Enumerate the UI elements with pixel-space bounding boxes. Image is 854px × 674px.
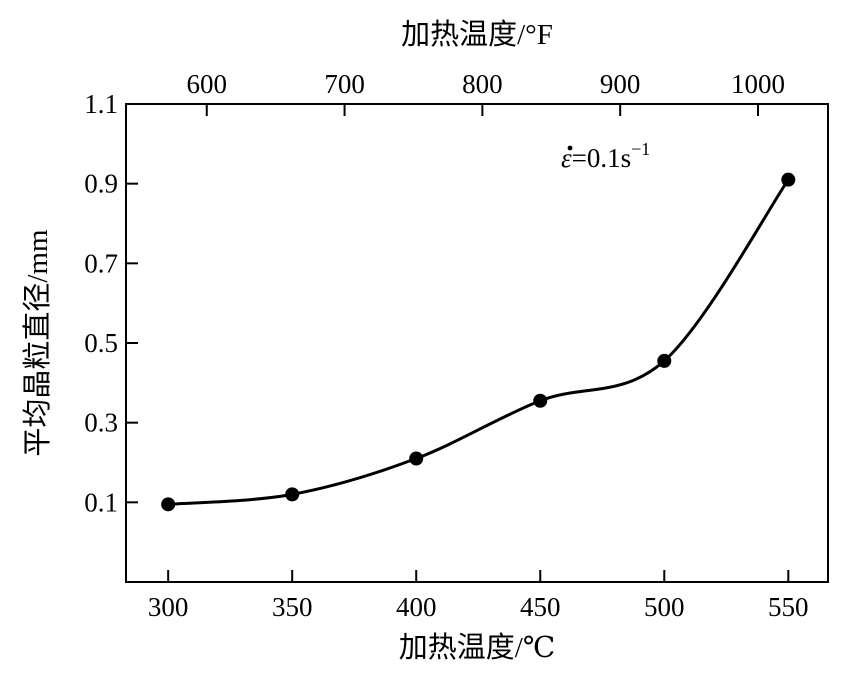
- y-axis-title: 平均晶粒直径/mm: [21, 229, 54, 457]
- x-tick-label: 550: [768, 592, 809, 622]
- top-axis-ticks: 600 700 800 900 1000: [187, 69, 785, 116]
- top-tick-label: 1000: [731, 69, 785, 99]
- y-axis-ticks: 0.1 0.3 0.5 0.7 0.9 1.1: [84, 89, 138, 517]
- strain-rate-symbol: ε: [561, 143, 572, 173]
- series-curve: [168, 178, 790, 506]
- data-point: [533, 393, 548, 408]
- x-axis-ticks: 300 350 400 450 500 550: [148, 570, 809, 622]
- data-points: [161, 172, 796, 512]
- x-tick-label: 500: [644, 592, 685, 622]
- x-tick-label: 450: [520, 592, 561, 622]
- data-point: [409, 451, 424, 466]
- data-point: [657, 353, 672, 368]
- top-tick-label: 900: [600, 69, 641, 99]
- y-tick-label: 0.9: [84, 169, 118, 199]
- y-tick-label: 0.5: [84, 328, 118, 358]
- x-tick-label: 300: [148, 592, 189, 622]
- top-tick-label: 600: [187, 69, 228, 99]
- strain-rate-value: =0.1s: [572, 143, 631, 173]
- strain-rate-annotation: ε=0.1s−1: [561, 139, 650, 173]
- x-axis-title: 加热温度/℃: [399, 631, 556, 664]
- top-tick-label: 700: [324, 69, 365, 99]
- y-tick-label: 0.3: [84, 408, 118, 438]
- data-point: [285, 487, 300, 502]
- plot-frame: [125, 103, 829, 583]
- y-tick-label: 0.1: [84, 487, 118, 517]
- x-tick-label: 400: [396, 592, 437, 622]
- strain-rate-dot: [567, 145, 573, 151]
- y-tick-label: 1.1: [84, 89, 118, 119]
- y-tick-label: 0.7: [84, 248, 118, 278]
- strain-rate-exponent: −1: [631, 139, 650, 159]
- top-tick-label: 800: [462, 69, 503, 99]
- data-point: [781, 172, 796, 187]
- data-point: [161, 497, 176, 512]
- x-tick-label: 350: [272, 592, 313, 622]
- top-axis-title: 加热温度/°F: [401, 18, 553, 51]
